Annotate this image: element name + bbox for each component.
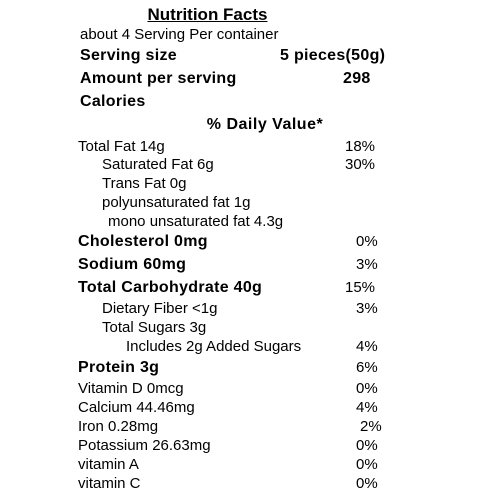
nutrient-name: Cholesterol 0mg [78,233,208,250]
nutrient-daily-value: 0% [356,380,378,397]
nutrient-daily-value: 2% [360,418,382,435]
amount-per-serving-label: Amount per serving [80,70,237,87]
nutrient-daily-value: 15% [345,279,376,296]
nutrient-name: Potassium 26.63mg [78,437,211,454]
nutrient-daily-value: 3% [356,256,378,273]
serving-size-label: Serving size [80,47,177,64]
calories-label: Calories [80,93,146,110]
nutrient-daily-value: 0% [356,233,378,250]
nutrient-name: Includes 2g Added Sugars [126,338,302,355]
nutrient-name: Total Fat 14g [78,138,165,155]
nutrient-daily-value: 4% [356,399,378,416]
nutrient-daily-value: 4% [356,338,378,355]
servings-per-container: about 4 Serving Per container [80,26,279,43]
label-title: Nutrition Facts [147,5,268,24]
nutrient-daily-value: 3% [356,300,378,317]
nutrient-name: Iron 0.28mg [78,418,159,435]
amount-per-serving-value: 298 [343,70,371,87]
nutrient-daily-value: 0% [356,456,378,473]
nutrient-name: vitamin C [78,475,141,492]
nutrient-daily-value: 18% [345,138,376,155]
nutrient-name: Total Sugars 3g [102,319,207,336]
nutrient-daily-value: 0% [356,475,378,492]
nutrient-name: mono unsaturated fat 4.3g [108,213,284,230]
nutrient-name: Dietary Fiber <1g [102,300,218,317]
nutrient-name: Vitamin D 0mcg [78,380,184,397]
nutrient-name: Trans Fat 0g [102,175,187,192]
nutrient-name: Calcium 44.46mg [78,399,195,416]
nutrient-name: vitamin A [78,456,139,473]
nutrient-daily-value: 6% [356,359,378,376]
nutrient-name: Saturated Fat 6g [102,156,214,173]
nutrient-name: Sodium 60mg [78,256,187,273]
nutrient-name: Protein 3g [78,359,160,376]
daily-value-header: % Daily Value* [206,116,324,133]
serving-size-value: 5 pieces(50g) [280,47,386,64]
nutrient-name: Total Carbohydrate 40g [78,279,263,296]
nutrient-daily-value: 0% [356,437,378,454]
nutrient-name: polyunsaturated fat 1g [102,194,251,211]
nutrient-daily-value: 30% [345,156,376,173]
